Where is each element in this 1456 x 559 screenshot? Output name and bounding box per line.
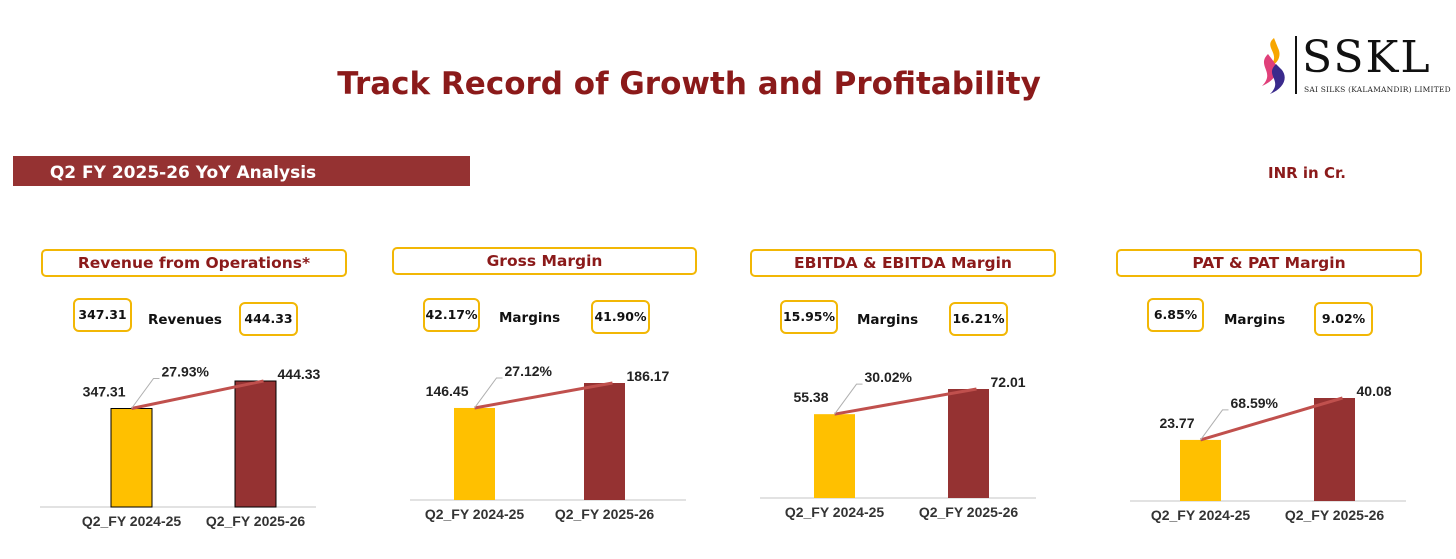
growth-trend-line bbox=[1200, 396, 1343, 442]
bar-current bbox=[1314, 398, 1355, 501]
bar-current bbox=[948, 389, 989, 498]
growth-label: 27.12% bbox=[505, 363, 553, 379]
value-label-current: 72.01 bbox=[991, 374, 1026, 390]
panel-gross-margin: Gross Margin 42.17% Margins 41.90% Q2_FY… bbox=[360, 0, 720, 559]
value-label-current: 444.33 bbox=[278, 366, 321, 382]
value-label-prior: 146.45 bbox=[426, 383, 469, 399]
value-label-prior: 23.77 bbox=[1159, 415, 1194, 431]
panel-header: Revenue from Operations* bbox=[41, 249, 347, 277]
category-label: Q2_FY 2024-25 bbox=[1151, 507, 1251, 523]
bar-prior bbox=[1180, 439, 1221, 501]
value-label-prior: 347.31 bbox=[83, 384, 126, 400]
logo-divider bbox=[1295, 36, 1297, 94]
category-label: Q2_FY 2025-26 bbox=[555, 506, 655, 522]
logo-wordmark: SSKL bbox=[1302, 32, 1432, 83]
section-banner: Q2 FY 2025-26 YoY Analysis bbox=[13, 156, 470, 186]
prior-metric-box: 15.95% bbox=[780, 300, 838, 334]
category-label: Q2_FY 2024-25 bbox=[425, 506, 525, 522]
ebitda-chart: Q2_FY 2024-25 Q2_FY 2025-26 55.38 72.01 30.0… bbox=[760, 369, 1036, 520]
section-banner-label: Q2 FY 2025-26 YoY Analysis bbox=[49, 163, 317, 183]
page-title: Track Record of Growth and Profitability bbox=[337, 66, 1041, 102]
panel-header: EBITDA & EBITDA Margin bbox=[750, 249, 1056, 277]
growth-leader-line bbox=[834, 383, 863, 415]
current-metric-box: 9.02% bbox=[1314, 302, 1373, 336]
pat-chart: Q2_FY 2024-25 Q2_FY 2025-26 23.77 40.08 68.5… bbox=[1130, 383, 1406, 523]
category-label: Q2_FY 2024-25 bbox=[82, 513, 182, 529]
metric-label: Margins bbox=[499, 310, 561, 326]
category-label: Q2_FY 2024-25 bbox=[785, 504, 885, 520]
metric-label: Margins bbox=[857, 312, 919, 328]
gross-margin-chart: Q2_FY 2024-25 Q2_FY 2025-26 146.45 186.17 27… bbox=[410, 363, 686, 522]
category-label: Q2_FY 2025-26 bbox=[919, 504, 1019, 520]
bar-prior bbox=[814, 414, 855, 498]
logo-subtitle: SAI SILKS (KALAMANDIR) LIMITED bbox=[1304, 85, 1451, 94]
category-label: Q2_FY 2025-26 bbox=[1285, 507, 1385, 523]
category-label: Q2_FY 2025-26 bbox=[206, 513, 306, 529]
growth-label: 27.93% bbox=[162, 364, 210, 380]
value-label-current: 40.08 bbox=[1357, 383, 1392, 399]
panel-header: PAT & PAT Margin bbox=[1116, 249, 1422, 277]
current-metric-box: 444.33 bbox=[239, 302, 298, 336]
revenue-chart: Q2_FY 2024-25 Q2_FY 2025-26 347.31 444.33 27… bbox=[40, 364, 321, 529]
unit-label: INR in Cr. bbox=[1268, 164, 1346, 182]
value-label-current: 186.17 bbox=[627, 368, 670, 384]
value-label-prior: 55.38 bbox=[793, 389, 828, 405]
panel-header: Gross Margin bbox=[392, 247, 697, 275]
company-logo: SSKL SAI SILKS (KALAMANDIR) LIMITED bbox=[1254, 32, 1451, 102]
growth-leader-line bbox=[474, 377, 503, 409]
metric-label: Margins bbox=[1224, 312, 1286, 328]
bar-current bbox=[234, 380, 277, 508]
growth-leader-line bbox=[131, 378, 160, 409]
prior-metric-box: 42.17% bbox=[423, 298, 480, 332]
panel-pat: PAT & PAT Margin 6.85% Margins 9.02% Q2_… bbox=[1090, 0, 1456, 559]
metric-label: Revenues bbox=[148, 312, 222, 328]
growth-trend-line bbox=[834, 387, 977, 416]
panel-revenue: Revenue from Operations* 347.31 Revenues… bbox=[0, 0, 360, 559]
bar-prior bbox=[110, 408, 153, 508]
panel-ebitda: EBITDA & EBITDA Margin 15.95% Margins 16… bbox=[720, 0, 1090, 559]
current-metric-box: 16.21% bbox=[949, 302, 1008, 336]
growth-leader-line bbox=[1200, 409, 1229, 441]
bar-prior bbox=[454, 407, 495, 500]
flame-logo-icon bbox=[1262, 38, 1285, 94]
growth-trend-line bbox=[474, 381, 613, 410]
growth-label: 68.59% bbox=[1231, 395, 1279, 411]
prior-metric-box: 347.31 bbox=[73, 298, 132, 332]
current-metric-box: 41.90% bbox=[591, 300, 650, 334]
bar-current bbox=[584, 383, 625, 500]
prior-metric-box: 6.85% bbox=[1147, 298, 1204, 332]
growth-label: 30.02% bbox=[865, 369, 913, 385]
growth-trend-line bbox=[131, 379, 264, 410]
